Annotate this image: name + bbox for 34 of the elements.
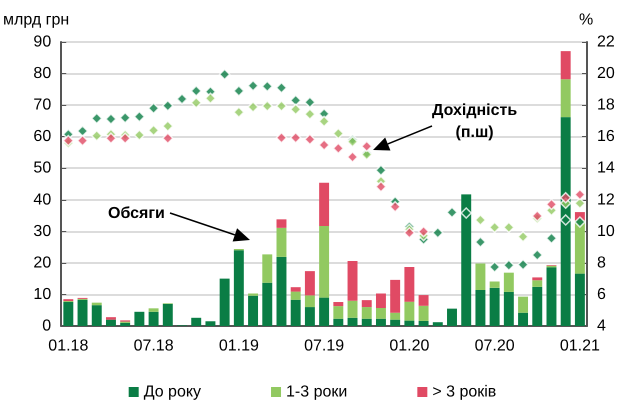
y2-tick-label: 10 — [597, 222, 615, 240]
x-tick-label: 01.18 — [48, 338, 88, 354]
y-tick-label: 70 — [33, 96, 52, 114]
y-tick-label: 50 — [33, 160, 52, 177]
y2-tick-label: 22 — [597, 34, 615, 50]
legend-label: 1-3 роки — [286, 384, 348, 400]
legend-label: > 3 років — [432, 384, 496, 400]
y-tick-label: 40 — [33, 191, 52, 208]
x-tick-label: 01.21 — [560, 338, 600, 354]
y-tick-label: 80 — [33, 65, 52, 82]
y-tick-label: 90 — [33, 34, 52, 50]
x-tick-label: 07.19 — [304, 338, 344, 354]
y2-tick-label: 16 — [597, 128, 615, 146]
annotation: Обсяги — [108, 204, 165, 224]
y2-tick-label: 20 — [597, 65, 615, 82]
y-tick-label: 10 — [33, 286, 52, 303]
y-tick-label: 0 — [42, 318, 52, 334]
y2-tick-label: 4 — [597, 318, 606, 334]
legend-label: До року — [144, 384, 202, 400]
y-tick-label: 60 — [33, 128, 52, 146]
y2-tick-label: 6 — [597, 286, 606, 303]
y2-tick-label: 12 — [597, 191, 615, 208]
y2-tick-label: 14 — [597, 160, 615, 177]
y-axis-title: млрд грн — [3, 12, 70, 28]
y-tick-label: 30 — [33, 222, 52, 240]
y2-tick-label: 8 — [597, 254, 606, 272]
annotation: Дохідність (п.ш) — [432, 101, 518, 143]
x-tick-label: 01.20 — [389, 338, 430, 354]
x-tick-label: 07.20 — [474, 338, 515, 354]
y2-axis-title: % — [579, 12, 594, 28]
y-tick-label: 20 — [33, 254, 52, 272]
y2-tick-label: 18 — [597, 96, 615, 114]
x-tick-label: 07.18 — [134, 338, 174, 354]
x-tick-label: 01.19 — [218, 338, 259, 354]
